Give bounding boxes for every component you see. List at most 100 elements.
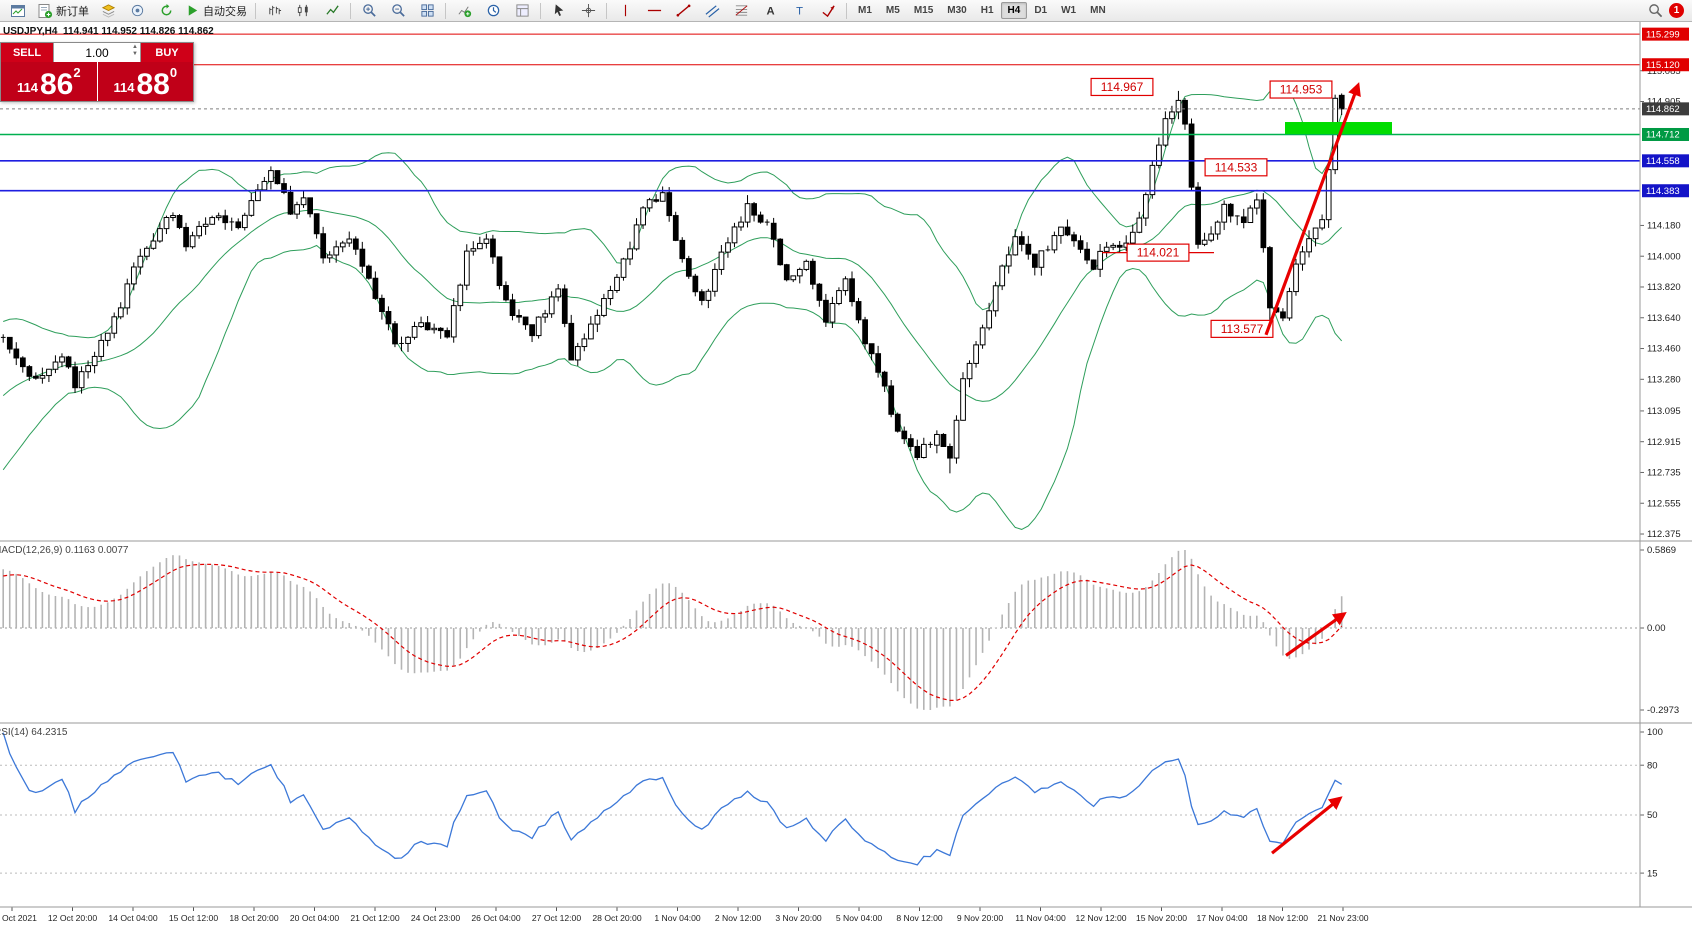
spinner-down-icon[interactable]: ▼ <box>132 51 138 57</box>
price-marker-114.712 <box>1642 127 1689 141</box>
vline-button[interactable] <box>611 1 639 21</box>
macd-indicator-label: MACD(12,26,9) 0.1163 0.0077 <box>0 545 129 556</box>
svg-text:114.558: 114.558 <box>1646 156 1680 167</box>
annotation-box-114.533[interactable] <box>1204 158 1268 177</box>
cursor-button[interactable] <box>545 1 573 21</box>
fibonacci-button[interactable] <box>727 1 755 21</box>
buy-price-prefix: 114 <box>113 80 135 95</box>
tf-button-D1[interactable]: D1 <box>1034 5 1048 16</box>
price-tick-label: 112.735 <box>1647 468 1681 479</box>
notification-badge[interactable]: 1 <box>1669 3 1684 18</box>
zoom-in-button[interactable] <box>355 1 383 21</box>
autotrade-button[interactable]: 自动交易 <box>181 1 251 21</box>
time-axis-label: 21 Oct 12:00 <box>350 913 399 923</box>
chart-window-button[interactable] <box>4 1 32 21</box>
toolbar-right-group: 1 <box>1648 3 1688 18</box>
price-tick-label: 113.095 <box>1647 406 1681 417</box>
hline-button[interactable] <box>640 1 668 21</box>
refresh-icon <box>161 3 171 16</box>
trend-arrow-macd[interactable] <box>1285 612 1347 657</box>
text-button[interactable]: A <box>756 1 784 21</box>
annotation-box-114.953[interactable] <box>1269 80 1333 99</box>
search-icon[interactable] <box>1648 3 1663 18</box>
indicators-button[interactable] <box>450 1 478 21</box>
layers-button[interactable] <box>94 1 122 21</box>
price-annotations[interactable]: 114.967 114.953 114.533 114.021 113.577 <box>1090 77 1333 338</box>
channel-icon <box>705 5 719 18</box>
trendline-button[interactable] <box>669 1 697 21</box>
candles-chart-button[interactable] <box>289 1 317 21</box>
buy-button[interactable]: BUY <box>141 43 193 62</box>
tile-windows-button[interactable] <box>413 1 441 21</box>
svg-text:114.533: 114.533 <box>1215 160 1258 174</box>
new-order-icon <box>38 3 53 18</box>
tf-button-M30[interactable]: M30 <box>947 5 967 16</box>
main-toolbar: 新订单 自动交易 <box>0 0 1692 22</box>
templates-icon <box>515 4 529 17</box>
line-chart-button[interactable] <box>318 1 346 21</box>
ohlc-info-line: USDJPY,H4 114.941 114.952 114.826 114.86… <box>3 26 214 37</box>
templates-button[interactable] <box>508 1 536 21</box>
price-marker-115.120 <box>1642 58 1689 72</box>
tf-button-M15[interactable]: M15 <box>913 5 934 16</box>
label-button[interactable]: T <box>785 1 813 21</box>
svg-text:A: A <box>766 5 774 17</box>
trend-arrow-main[interactable] <box>1264 82 1361 336</box>
text-icon: A <box>766 5 774 17</box>
price-axis: 115.085 114.905 114.180 114.000 113.820 113.6… <box>1640 27 1689 879</box>
rsi-scale-label: 80 <box>1647 760 1658 771</box>
time-axis-label: 17 Nov 04:00 <box>1196 913 1247 923</box>
crosshair-button[interactable] <box>574 1 602 21</box>
price-tick-label: 113.460 <box>1647 344 1681 355</box>
tf-button-H1[interactable]: H1 <box>980 5 994 16</box>
time-axis-label: 12 Oct 20:00 <box>48 913 97 923</box>
macd-scale-label: 0.00 <box>1647 623 1666 634</box>
new-order-button[interactable]: 新订单 <box>33 1 93 21</box>
annotation-box-114.967[interactable] <box>1090 77 1154 97</box>
toolbar-separator <box>350 2 351 19</box>
time-axis: Oct 2021 12 Oct 20:00 14 Oct 04:00 15 Oct 1… <box>2 907 1369 923</box>
volume-spinner[interactable]: ▲ ▼ <box>132 44 138 58</box>
annotation-box-113.577[interactable] <box>1210 319 1274 338</box>
line-chart-icon <box>325 5 339 15</box>
refresh-button[interactable] <box>152 1 180 21</box>
toolbar-separator <box>606 2 607 19</box>
trend-arrows[interactable] <box>1264 82 1361 855</box>
price-tick-label: 115.085 <box>1647 66 1681 77</box>
tf-button-M1[interactable]: M1 <box>858 5 872 16</box>
tf-button-W1[interactable]: W1 <box>1061 5 1077 16</box>
time-axis-label: 21 Nov 23:00 <box>1317 913 1368 923</box>
time-axis-label: 3 Nov 20:00 <box>775 913 822 923</box>
annotation-box-114.021[interactable] <box>1126 243 1190 262</box>
time-axis-label: 27 Oct 12:00 <box>532 913 581 923</box>
one-click-trade-panel: SELL 1.00 ▲ ▼ BUY 114 86 2 114 88 0 <box>0 42 194 102</box>
horizontal-level-lines[interactable] <box>0 33 1640 192</box>
market-watch-button[interactable] <box>123 1 151 21</box>
tf-button-H4[interactable]: H4 <box>1000 2 1028 19</box>
periods-button[interactable] <box>479 1 507 21</box>
indicators-icon <box>458 6 471 18</box>
tile-windows-icon <box>420 4 434 17</box>
time-axis-label: 28 Oct 20:00 <box>592 913 641 923</box>
shapes-button[interactable] <box>814 1 842 21</box>
toolbar-separator <box>540 2 541 19</box>
sell-button[interactable]: SELL <box>1 43 53 62</box>
label-icon: T <box>796 5 803 17</box>
tf-button-MN[interactable]: MN <box>1090 5 1106 16</box>
zoom-out-button[interactable] <box>384 1 412 21</box>
highlight-zone[interactable] <box>1285 122 1392 134</box>
sell-price-button[interactable]: 114 86 2 <box>1 62 98 101</box>
svg-text:114.712: 114.712 <box>1646 130 1680 141</box>
time-axis-label: 20 Oct 04:00 <box>290 913 339 923</box>
spinner-up-icon[interactable]: ▲ <box>132 44 138 50</box>
time-axis-label: 26 Oct 04:00 <box>471 913 520 923</box>
sell-price-pip: 2 <box>73 65 81 80</box>
trendline-icon <box>676 4 690 17</box>
tf-button-M5[interactable]: M5 <box>885 5 900 16</box>
buy-price-button[interactable]: 114 88 0 <box>97 62 193 101</box>
bars-chart-button[interactable] <box>260 1 288 21</box>
trend-arrow-rsi[interactable] <box>1270 796 1343 855</box>
channel-button[interactable] <box>698 1 726 21</box>
volume-input[interactable]: 1.00 ▲ ▼ <box>53 43 141 62</box>
